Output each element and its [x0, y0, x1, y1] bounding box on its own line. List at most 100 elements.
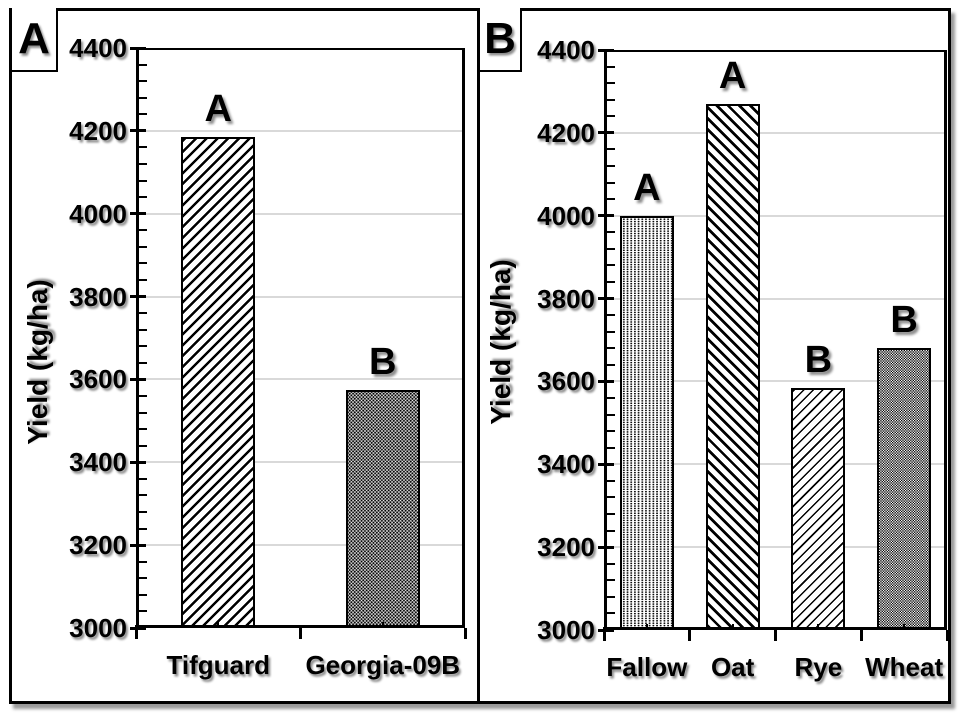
y-axis-minor-tick — [607, 65, 615, 68]
y-axis-minor-tick — [139, 146, 147, 149]
y-axis-minor-tick — [139, 229, 147, 232]
panel-b-plot-area: 4400 4200 4000 3800 3600 3400 3200 3000 A Fallow A… — [537, 35, 949, 682]
bar-fallow — [619, 215, 674, 630]
y-axis-tick-label: 4000 — [537, 200, 595, 231]
x-axis-category-label: Rye — [794, 652, 843, 682]
y-axis-minor-tick — [139, 577, 147, 580]
x-axis-boundary-tick — [602, 630, 606, 641]
y-axis-major-tick — [598, 628, 614, 632]
gridline — [604, 214, 947, 217]
y-axis-minor-tick — [607, 231, 615, 234]
y-axis-major-tick — [130, 626, 146, 630]
x-axis-category-label: Tifguard — [166, 650, 271, 680]
significance-letter: B — [890, 299, 918, 342]
y-axis-minor-tick — [139, 113, 147, 116]
y-axis-major-tick — [130, 295, 146, 299]
bar-tifguard — [181, 137, 256, 628]
y-axis-major-tick — [130, 46, 146, 50]
gridline — [604, 380, 947, 383]
y-axis-minor-tick — [607, 562, 615, 565]
y-axis-minor-tick — [139, 527, 147, 530]
y-axis-minor-tick — [607, 363, 615, 366]
significance-letter: A — [633, 166, 661, 209]
y-axis-major-tick — [598, 214, 614, 218]
gridline — [604, 131, 947, 134]
panel-separator-line — [477, 8, 480, 704]
bar-oat — [705, 103, 760, 630]
y-axis-minor-tick — [139, 312, 147, 315]
panel-b-label-box: B — [480, 8, 522, 72]
y-axis-tick-label: 3000 — [537, 615, 595, 645]
bar-rye — [791, 387, 846, 630]
y-axis-tick-label: 4200 — [69, 115, 127, 146]
y-axis-minor-tick — [607, 430, 615, 433]
y-axis-minor-tick — [139, 96, 147, 99]
y-axis-major-tick — [130, 129, 146, 133]
y-axis-minor-tick — [607, 165, 615, 167]
y-axis-major-tick — [598, 48, 614, 52]
x-axis-boundary-tick — [774, 630, 777, 641]
y-axis-minor-tick — [139, 477, 147, 480]
x-axis-category-label: Oat — [710, 652, 755, 682]
x-axis-boundary-tick — [945, 630, 949, 641]
bar-wheat — [877, 348, 932, 630]
panel-a-plot-area: 4400 4200 4000 3800 3600 3400 3200 3000 A Tifguar… — [69, 33, 467, 680]
y-axis-minor-tick — [607, 496, 615, 499]
y-axis-minor-tick — [607, 82, 615, 85]
plot-border-top — [136, 48, 465, 50]
significance-letter: B — [369, 340, 397, 383]
y-axis-minor-tick — [607, 247, 615, 250]
y-axis-minor-tick — [607, 330, 615, 333]
y-axis-tick-label: 3800 — [537, 283, 595, 314]
y-axis-minor-tick — [607, 314, 615, 317]
y-axis-major-tick — [598, 462, 614, 466]
y-axis-minor-tick — [139, 80, 147, 83]
y-axis-minor-tick — [139, 428, 147, 431]
y-axis-minor-tick — [607, 198, 615, 201]
gridline — [136, 129, 465, 132]
x-axis-boundary-tick — [688, 630, 692, 641]
y-axis-major-tick — [130, 212, 146, 216]
gridline — [604, 297, 947, 300]
y-axis-tick-label: 4400 — [69, 33, 127, 63]
y-axis-tick-label: 3400 — [69, 447, 127, 478]
y-axis-major-tick — [598, 379, 614, 383]
y-axis-major-tick — [598, 131, 614, 135]
y-axis-major-tick — [598, 545, 614, 549]
x-axis-category-label: Fallow — [606, 652, 688, 682]
plot-border-top — [604, 50, 947, 52]
y-axis-tick-label: 4200 — [537, 117, 595, 148]
y-axis-minor-tick — [139, 444, 147, 447]
y-axis-minor-tick — [607, 413, 615, 416]
y-axis-minor-tick — [607, 529, 615, 532]
x-axis-line — [603, 627, 947, 630]
plot-border-right — [462, 48, 465, 628]
gridline — [136, 544, 465, 547]
y-axis-minor-tick — [139, 560, 147, 563]
y-axis-minor-tick — [607, 347, 615, 350]
y-axis-tick-label: 4000 — [69, 198, 127, 229]
y-axis-minor-tick — [139, 345, 147, 348]
y-axis-line — [604, 50, 607, 630]
x-axis-boundary-tick — [859, 630, 863, 641]
y-axis-minor-tick — [139, 411, 147, 414]
significance-letter: A — [204, 88, 232, 131]
x-axis-line — [135, 625, 465, 628]
y-axis-minor-tick — [139, 163, 147, 165]
y-axis-minor-tick — [139, 245, 147, 248]
y-axis-tick-label: 3000 — [69, 613, 127, 643]
y-axis-major-tick — [130, 543, 146, 547]
panel-a-label: A — [18, 14, 50, 63]
y-axis-minor-tick — [607, 115, 615, 118]
y-axis-minor-tick — [607, 513, 615, 515]
gridline — [136, 461, 465, 464]
panel-a-label-box: A — [12, 8, 58, 72]
y-axis-minor-tick — [607, 98, 615, 101]
y-axis-minor-tick — [607, 479, 615, 482]
y-axis-minor-tick — [607, 397, 615, 399]
y-axis-tick-label: 3400 — [537, 449, 595, 480]
gridline — [604, 546, 947, 549]
panel-a-y-axis-title: Yield (kg/ha) — [22, 279, 53, 445]
y-axis-tick-label: 3800 — [69, 281, 127, 312]
